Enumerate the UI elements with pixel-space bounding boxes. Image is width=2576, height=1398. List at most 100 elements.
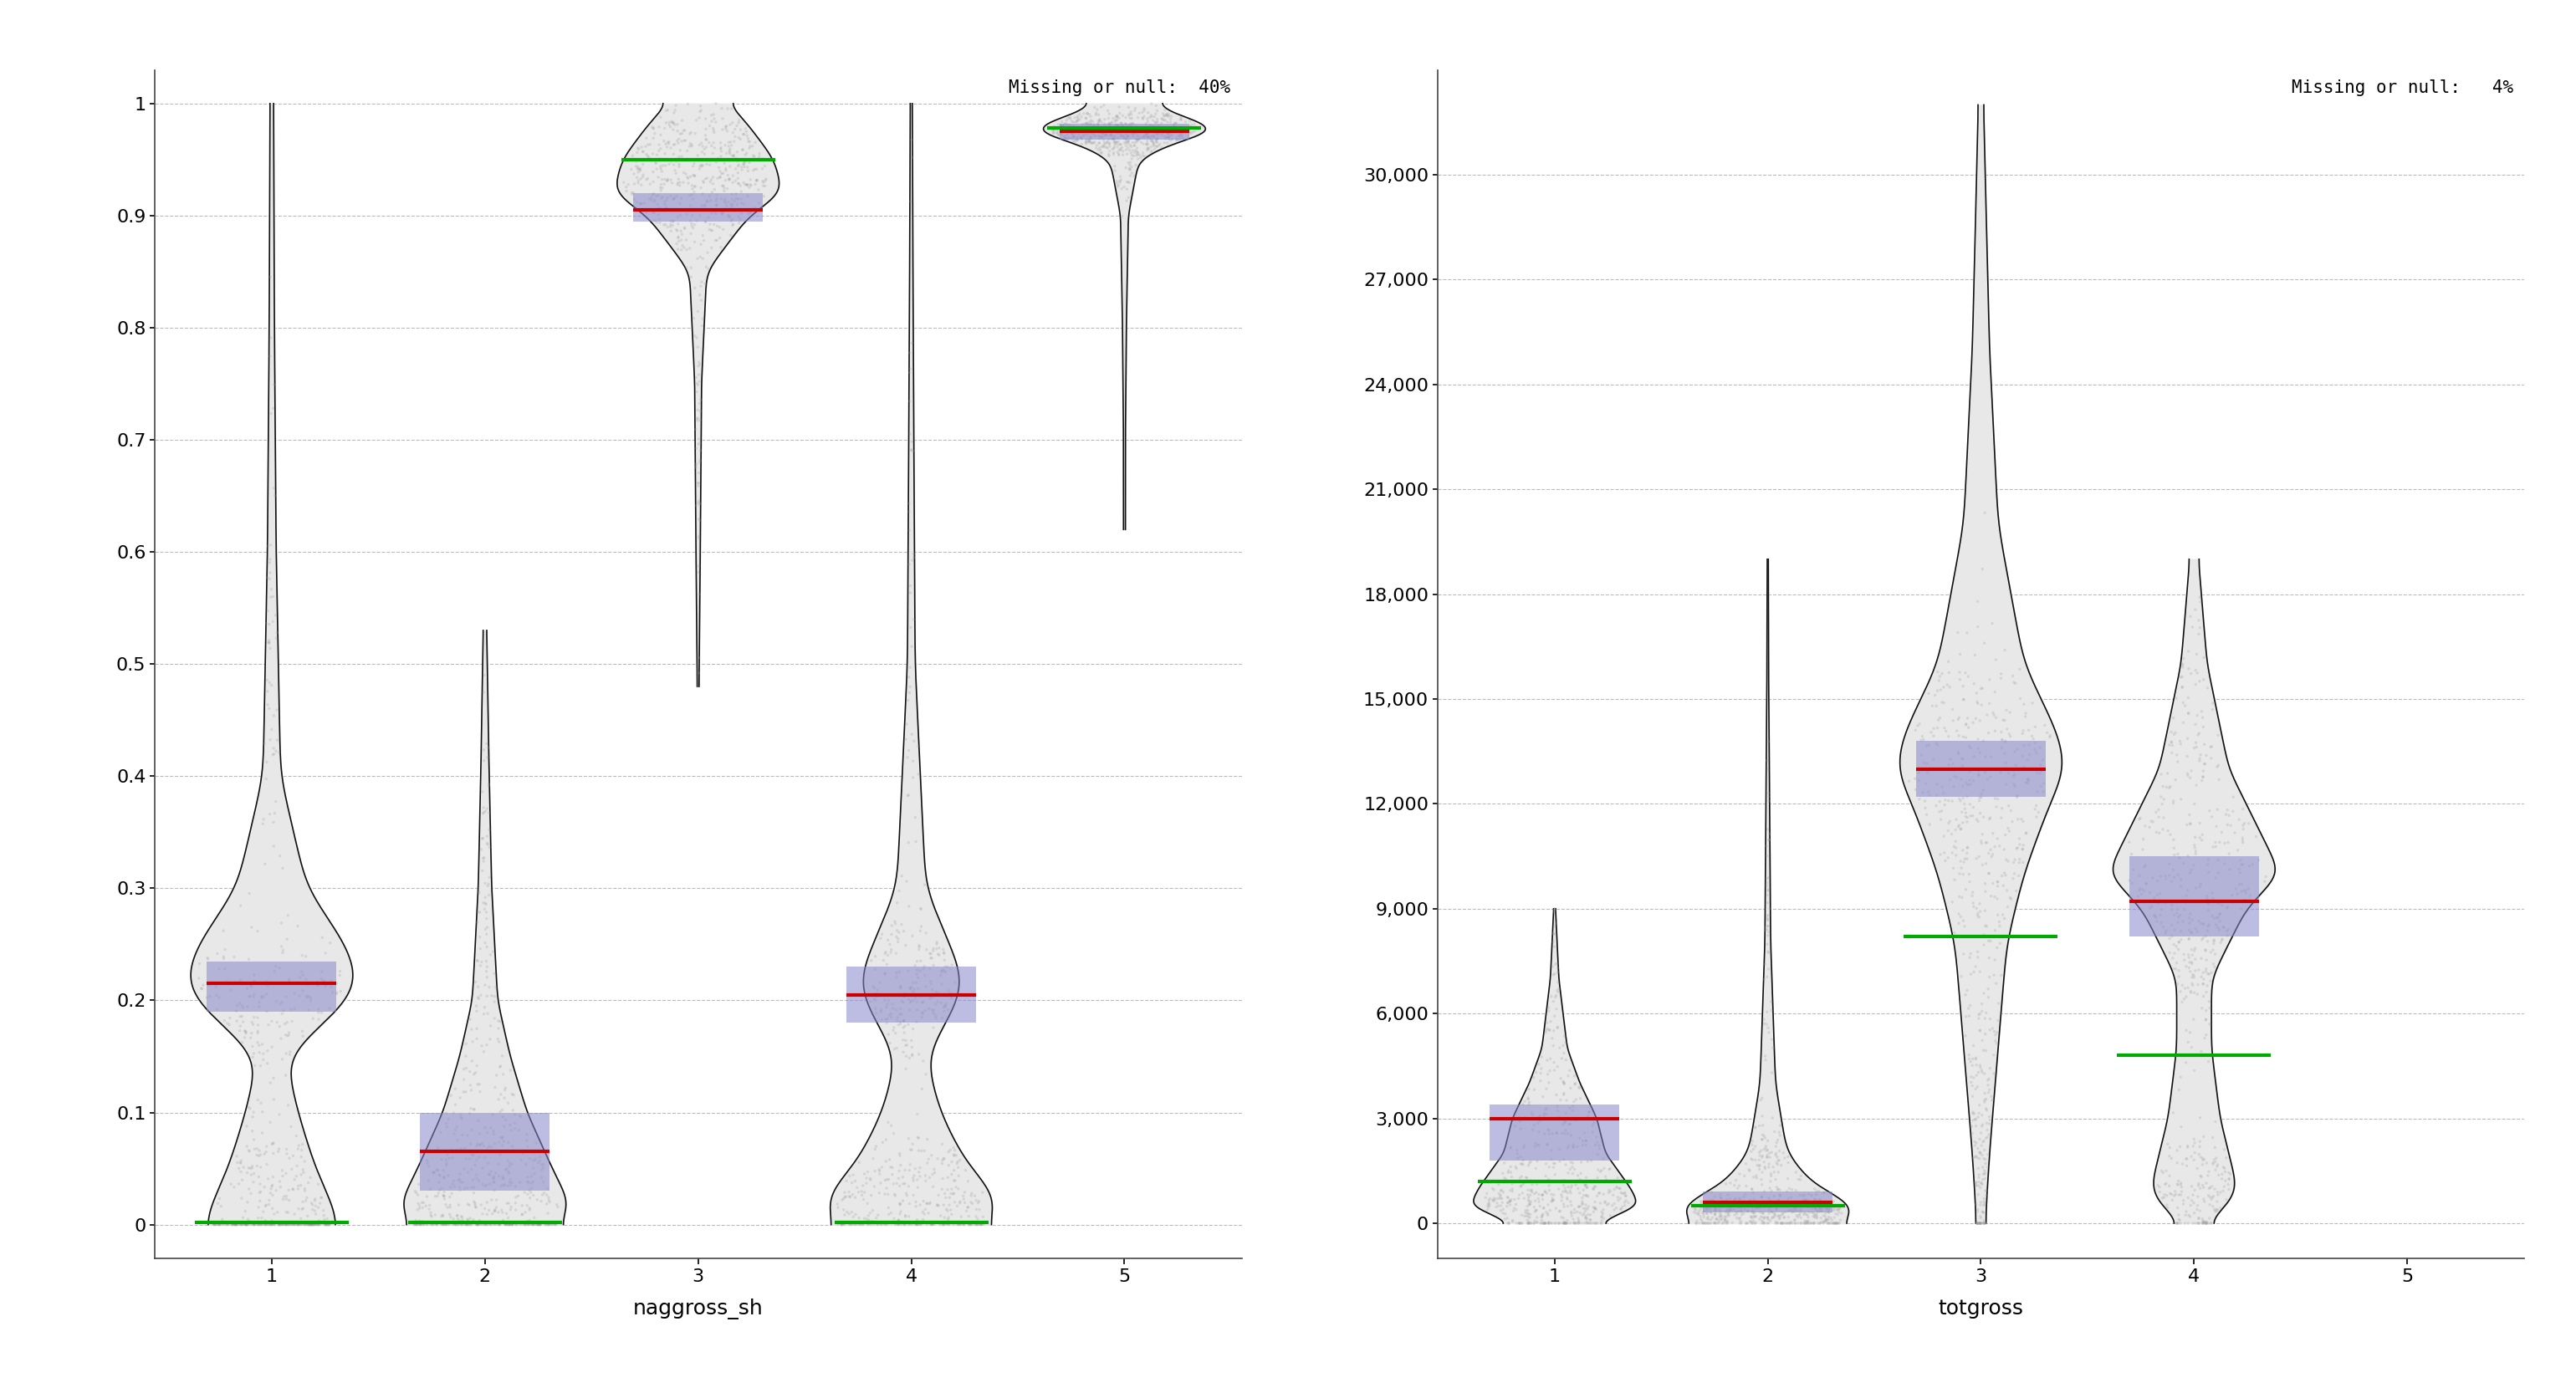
- Point: [1097, 127, 1139, 150]
- Point: [1960, 1206, 2002, 1229]
- Point: [1775, 1199, 1816, 1222]
- Point: [909, 987, 951, 1009]
- Point: [2182, 1166, 2223, 1188]
- Point: [1963, 779, 2004, 801]
- Point: [1716, 1201, 1757, 1223]
- Point: [1079, 122, 1121, 144]
- Point: [1958, 906, 1999, 928]
- Point: [482, 1125, 523, 1148]
- Point: [1038, 120, 1079, 143]
- Point: [1687, 1212, 1728, 1234]
- Point: [1149, 105, 1190, 127]
- Point: [2182, 716, 2223, 738]
- Point: [1079, 137, 1121, 159]
- Point: [1950, 946, 1991, 969]
- Point: [1814, 1198, 1855, 1220]
- Point: [2161, 1184, 2202, 1206]
- Point: [2184, 1212, 2226, 1234]
- X-axis label: naggross_sh: naggross_sh: [634, 1299, 762, 1320]
- Point: [1917, 734, 1958, 756]
- Point: [229, 1097, 270, 1120]
- Point: [2182, 1211, 2223, 1233]
- Point: [938, 1165, 979, 1187]
- Point: [265, 1213, 307, 1236]
- Point: [1935, 808, 1976, 830]
- Point: [1942, 886, 1984, 909]
- Point: [719, 172, 760, 194]
- Point: [489, 1195, 531, 1218]
- Point: [2208, 832, 2249, 854]
- Point: [863, 1183, 904, 1205]
- Point: [430, 1183, 471, 1205]
- Point: [1958, 615, 1999, 637]
- Point: [675, 175, 716, 197]
- Point: [1790, 1184, 1832, 1206]
- Point: [404, 1195, 446, 1218]
- Point: [2166, 1030, 2208, 1053]
- Point: [1749, 898, 1790, 920]
- Point: [1759, 1204, 1801, 1226]
- Point: [1904, 790, 1945, 812]
- Point: [464, 1213, 505, 1236]
- Point: [469, 872, 510, 895]
- Point: [2192, 1186, 2233, 1208]
- Point: [1162, 123, 1203, 145]
- Point: [250, 671, 291, 693]
- Point: [1945, 984, 1986, 1007]
- Point: [680, 492, 721, 514]
- Point: [412, 1213, 453, 1236]
- Point: [1131, 124, 1172, 147]
- Point: [1924, 692, 1965, 714]
- Point: [1486, 1191, 1528, 1213]
- Point: [1942, 863, 1984, 885]
- Point: [896, 998, 938, 1021]
- Point: [1744, 1195, 1785, 1218]
- Point: [896, 959, 938, 981]
- Point: [938, 1213, 979, 1236]
- Point: [1963, 823, 2004, 846]
- Point: [2187, 930, 2228, 952]
- Point: [708, 150, 750, 172]
- Point: [1061, 106, 1103, 129]
- Point: [1953, 885, 1994, 907]
- Point: [1574, 1212, 1615, 1234]
- Point: [652, 112, 693, 134]
- Point: [1785, 1190, 1826, 1212]
- Point: [1741, 1146, 1783, 1169]
- Point: [461, 780, 502, 802]
- Point: [1492, 1180, 1533, 1202]
- Point: [703, 134, 744, 157]
- Point: [909, 1192, 951, 1215]
- Point: [1736, 1153, 1777, 1176]
- Point: [1486, 1191, 1528, 1213]
- Point: [961, 1213, 1002, 1236]
- Point: [706, 158, 747, 180]
- Point: [255, 955, 296, 977]
- Point: [2197, 906, 2239, 928]
- Point: [1097, 105, 1139, 127]
- Point: [930, 1187, 971, 1209]
- Point: [250, 614, 291, 636]
- Point: [667, 148, 708, 171]
- Point: [1167, 120, 1208, 143]
- Point: [2179, 872, 2221, 895]
- Point: [1141, 123, 1182, 145]
- Point: [1105, 116, 1146, 138]
- Point: [680, 199, 721, 221]
- Point: [211, 1213, 252, 1236]
- Point: [265, 928, 307, 951]
- Point: [2182, 911, 2223, 934]
- Point: [1788, 1211, 1829, 1233]
- Point: [1965, 1111, 2007, 1134]
- Point: [1960, 1104, 2002, 1127]
- Point: [894, 440, 935, 463]
- Point: [2002, 839, 2043, 861]
- Point: [2184, 1212, 2226, 1234]
- Point: [1785, 1192, 1826, 1215]
- Point: [469, 1135, 510, 1158]
- Point: [868, 928, 909, 951]
- Point: [1561, 1162, 1602, 1184]
- Point: [1157, 120, 1198, 143]
- Point: [1528, 1107, 1569, 1130]
- Point: [912, 1163, 953, 1186]
